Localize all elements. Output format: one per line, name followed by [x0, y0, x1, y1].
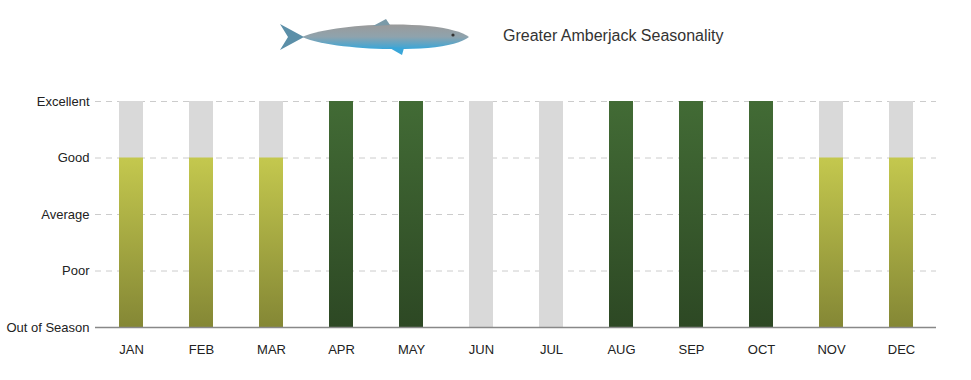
svg-text:MAY: MAY: [398, 342, 426, 357]
svg-text:MAR: MAR: [257, 342, 286, 357]
svg-text:Out of Season: Out of Season: [6, 320, 89, 335]
svg-text:DEC: DEC: [888, 342, 915, 357]
svg-text:NOV: NOV: [817, 342, 846, 357]
svg-text:FEB: FEB: [189, 342, 214, 357]
svg-text:SEP: SEP: [678, 342, 704, 357]
svg-text:JUL: JUL: [540, 342, 563, 357]
svg-text:APR: APR: [328, 342, 355, 357]
svg-text:Good: Good: [58, 150, 90, 165]
svg-text:Average: Average: [41, 207, 89, 222]
svg-text:AUG: AUG: [607, 342, 635, 357]
svg-text:JAN: JAN: [119, 342, 144, 357]
svg-text:Excellent: Excellent: [37, 94, 90, 109]
svg-text:Poor: Poor: [62, 263, 90, 278]
svg-text:OCT: OCT: [748, 342, 776, 357]
svg-text:JUN: JUN: [469, 342, 494, 357]
html-text:Greater Amberjack Seasonality: Greater Amberjack Seasonality: [503, 27, 724, 44]
